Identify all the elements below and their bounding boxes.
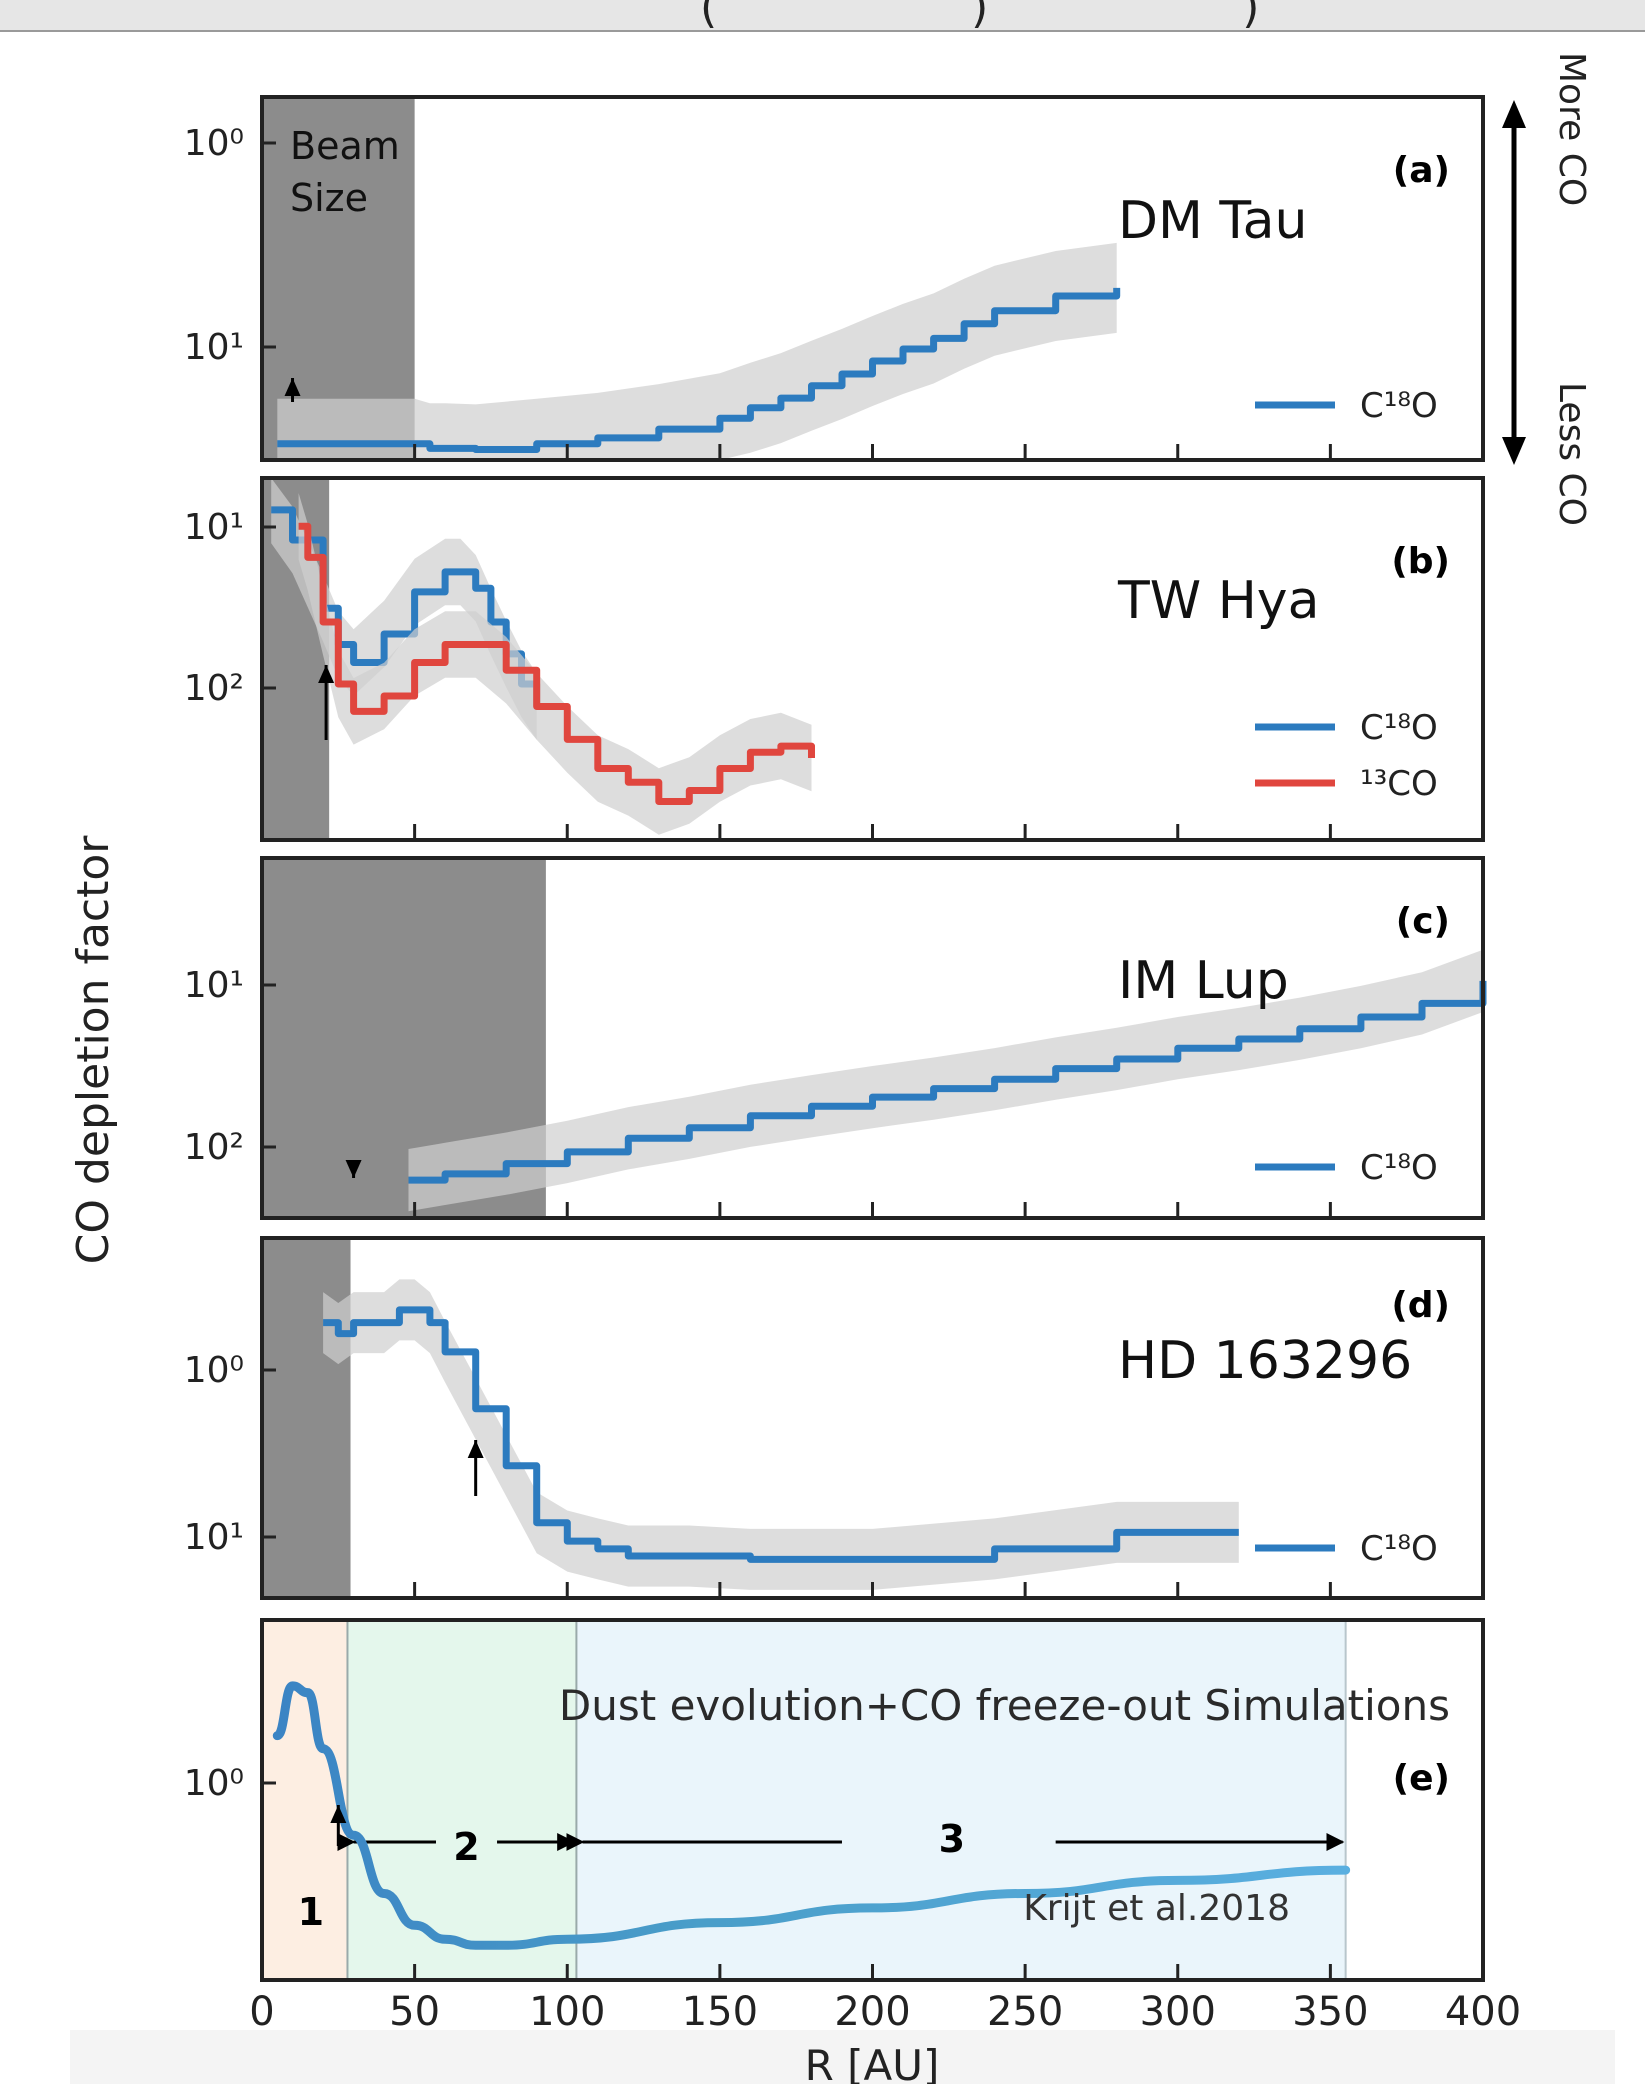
more-co-label: More CO: [1551, 52, 1592, 206]
panel-title: HD 163296: [1118, 1331, 1412, 1391]
x-tick-label: 300: [1140, 1989, 1216, 2035]
header-bar: [0, 0, 1645, 32]
series-line-c18o: [277, 287, 1121, 453]
panel-2: 10¹ 10² TW Hya (b) C¹⁸O ¹³CO: [184, 476, 1485, 842]
y-tick-label: 10¹: [184, 507, 244, 548]
y-tick-label: 10¹: [184, 1517, 244, 1558]
y-tick-label: 10⁰: [184, 1763, 244, 1804]
region-label-2: 2: [453, 1825, 479, 1869]
uncertainty-band: [323, 1279, 1239, 1590]
x-tick-label: 150: [682, 1989, 758, 2035]
marker-arrow: [345, 1160, 362, 1178]
y-tick-label: 10²: [184, 1127, 244, 1168]
panel-title: IM Lup: [1118, 951, 1289, 1011]
marker-arrow: [318, 665, 335, 740]
x-axis-label: R [AU]: [805, 2041, 940, 2084]
source-citation: Krijt et al.2018: [1023, 1888, 1290, 1929]
beam-size-label: Beam: [290, 124, 400, 168]
series-line-c18o: [408, 980, 1487, 1184]
marker-arrow: [284, 378, 301, 402]
panel-title: TW Hya: [1117, 571, 1319, 631]
simulation-curve: [272, 1681, 1351, 1950]
series-line-13co: [298, 522, 815, 805]
legend-label: C¹⁸O: [1360, 1148, 1438, 1188]
panel-label: (c): [1396, 901, 1450, 942]
co-direction-indicator: More CO Less CO: [1502, 52, 1592, 526]
panel-1: Beam Size 10⁰ 10¹ DM Tau (a) C¹⁸O: [184, 95, 1485, 462]
x-tick-label: 250: [987, 1989, 1063, 2035]
panel-label: (d): [1391, 1285, 1450, 1326]
marker-arrow: [467, 1440, 484, 1496]
beam-size-label: Size: [290, 176, 368, 220]
x-tick-labels: 0 50 100 150 200 250 300 350 400: [249, 1989, 1521, 2035]
region-1: [262, 1620, 348, 1980]
region-label-3: 3: [939, 1817, 965, 1861]
y-tick-label: 10²: [184, 668, 244, 709]
legend-label: C¹⁸O: [1360, 708, 1438, 748]
header-fragment: ( ) ): [700, 0, 1379, 33]
uncertainty-band: [298, 493, 812, 835]
y-tick-label: 10⁰: [184, 1350, 244, 1391]
uncertainty-band: [277, 242, 1117, 460]
panel-4: 10⁰ 10¹ HD 163296 (d) C¹⁸O: [184, 1236, 1485, 1600]
x-tick-label: 0: [249, 1989, 274, 2035]
x-tick-label: 100: [529, 1989, 605, 2035]
x-tick-label: 50: [389, 1989, 440, 2035]
x-tick-label: 200: [834, 1989, 910, 2035]
series-line-c18o: [323, 1306, 1239, 1563]
region-label-1: 1: [298, 1890, 324, 1934]
uncertainty-band: [408, 949, 1483, 1212]
x-tick-label: 350: [1292, 1989, 1368, 2035]
panel-5: 1 2 3 10⁰ Dust evolution+CO freeze-out Simul…: [184, 1618, 1485, 1982]
less-co-label: Less CO: [1551, 382, 1592, 526]
panel-title: DM Tau: [1118, 191, 1307, 251]
legend-label: C¹⁸O: [1360, 386, 1438, 426]
region-2: [347, 1620, 577, 1980]
legend-label: C¹⁸O: [1360, 1529, 1438, 1569]
panel-3: 10¹ 10² IM Lup (c) C¹⁸O: [184, 856, 1487, 1220]
panel-label: (b): [1391, 541, 1450, 582]
bottom-strip: [70, 2030, 1615, 2084]
panel-label: (e): [1393, 1758, 1450, 1799]
y-tick-label: 10¹: [184, 327, 244, 368]
panel-label: (a): [1393, 150, 1450, 191]
x-tick-label: 400: [1445, 1989, 1521, 2035]
y-tick-label: 10¹: [184, 965, 244, 1006]
marker-arrow: [330, 1805, 347, 1846]
legend-label: ¹³CO: [1360, 764, 1438, 804]
panel-title: Dust evolution+CO freeze-out Simulations: [559, 1681, 1450, 1730]
beam-size-shade: [262, 1238, 351, 1598]
y-axis-label: CO depletion factor: [68, 835, 119, 1265]
y-tick-label: 10⁰: [184, 123, 244, 164]
